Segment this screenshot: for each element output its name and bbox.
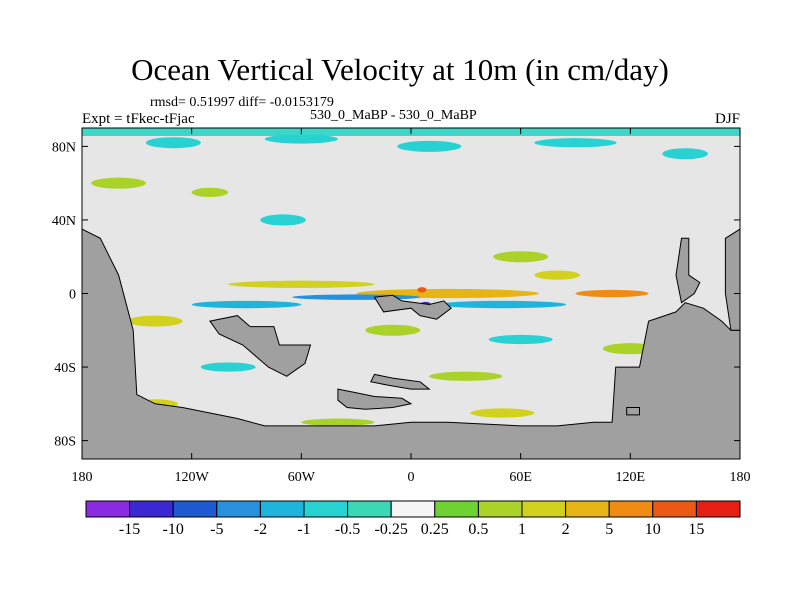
anomaly-patch-22	[200, 362, 256, 372]
land-small-island	[626, 407, 640, 416]
colorbar: -15 -10 -5 -2 -1 -0.5 -0.25 0.25 0.5 1 2 5 10 15	[85, 500, 741, 538]
colorbar-box	[259, 500, 305, 518]
y-tick-label: 0	[69, 288, 76, 303]
map-plot-area	[82, 128, 740, 459]
colorbar-label: 10	[645, 521, 661, 538]
anomaly-patch-17	[417, 287, 427, 293]
colorbar-box	[695, 500, 741, 518]
colorbar-box	[172, 500, 218, 518]
y-tick-label: 40S	[54, 361, 76, 376]
colorbar-box	[347, 500, 392, 518]
case-names: 530_0_MaBP - 530_0_MaBP	[310, 108, 477, 123]
land-eastern-landmass	[724, 228, 740, 331]
x-tick-label: 60W	[288, 470, 316, 485]
x-tick-label: 180	[730, 470, 751, 485]
colorbar-label: -10	[163, 521, 184, 538]
land-antarctic-peninsula	[337, 388, 413, 410]
colorbar-box	[434, 500, 479, 518]
colorbar-box	[129, 500, 174, 518]
anomaly-patch-14	[191, 300, 302, 309]
colorbar-label: -0.25	[375, 521, 408, 538]
anomaly-patch-7	[260, 214, 306, 226]
x-tick-label: 180	[72, 470, 93, 485]
colorbar-box	[390, 500, 436, 518]
anomaly-patch-19	[365, 324, 421, 336]
anomaly-patch-9	[534, 270, 581, 280]
plot-title: Ocean Vertical Velocity at 10m (in cm/da…	[131, 52, 669, 87]
anomaly-patch-5	[91, 177, 146, 189]
colorbar-label: 5	[605, 521, 613, 538]
x-tick-label: 60E	[509, 470, 532, 485]
anomaly-patch-18	[127, 315, 183, 327]
colorbar-label: 15	[688, 521, 704, 538]
land-south-america	[209, 315, 312, 377]
land-western-pacific-ridge	[675, 237, 701, 304]
anomaly-patch-13	[292, 294, 421, 300]
colorbar-label: 0.5	[468, 521, 488, 538]
anomaly-patch-8	[493, 251, 549, 263]
colorbar-box	[652, 500, 697, 518]
colorbar-box	[477, 500, 523, 518]
colorbar-box	[85, 500, 131, 518]
anomaly-patch-2	[397, 140, 462, 152]
land-americas	[82, 228, 740, 459]
colorbar-box	[303, 500, 349, 518]
colorbar-label: 2	[562, 521, 570, 538]
colorbar-label: -15	[119, 521, 140, 538]
map-field	[82, 128, 740, 459]
colorbar-label: -5	[210, 521, 223, 538]
anomaly-patch-1	[264, 134, 338, 144]
rmsd-diff-stats: rmsd= 0.51997 diff= -0.0153179	[150, 95, 334, 110]
y-tick-label: 80S	[54, 435, 76, 450]
land-africa	[373, 294, 452, 320]
anomaly-patch-12	[575, 289, 649, 298]
y-tick-label: 40N	[52, 214, 76, 229]
colorbar-label: 0.25	[421, 521, 449, 538]
anomaly-patch-4	[662, 148, 709, 160]
colorbar-box	[216, 500, 261, 518]
anomaly-patch-15	[438, 300, 567, 309]
anomaly-patch-10	[228, 280, 375, 288]
anomaly-patch-3	[534, 138, 617, 148]
colorbar-box	[521, 500, 567, 518]
anomaly-patch-0	[145, 137, 201, 149]
anomaly-patch-20	[488, 334, 553, 345]
colorbar-box	[565, 500, 610, 518]
map-axes: 180 120W 60W 0 60E 120E 180 80N 40N 0 40S 80S	[52, 127, 751, 485]
colorbar-label: 1	[518, 521, 526, 538]
colorbar-label: -0.5	[335, 521, 360, 538]
season-label: DJF	[714, 111, 740, 127]
anomaly-patch-6	[191, 187, 229, 197]
land-island-chain-south	[370, 373, 431, 390]
anomaly-patch-26	[470, 408, 535, 418]
x-tick-label: 0	[408, 470, 415, 485]
anomaly-patch-27	[301, 418, 375, 426]
x-tick-label: 120W	[175, 470, 210, 485]
anomaly-patch-23	[429, 371, 503, 381]
colorbar-label: -2	[254, 521, 267, 538]
y-tick-label: 80N	[52, 140, 76, 155]
experiment-label: Expt = tFkec-tFjac	[82, 111, 195, 127]
x-tick-label: 120E	[616, 470, 646, 485]
colorbar-box	[608, 500, 654, 518]
colorbar-label: -1	[297, 521, 310, 538]
